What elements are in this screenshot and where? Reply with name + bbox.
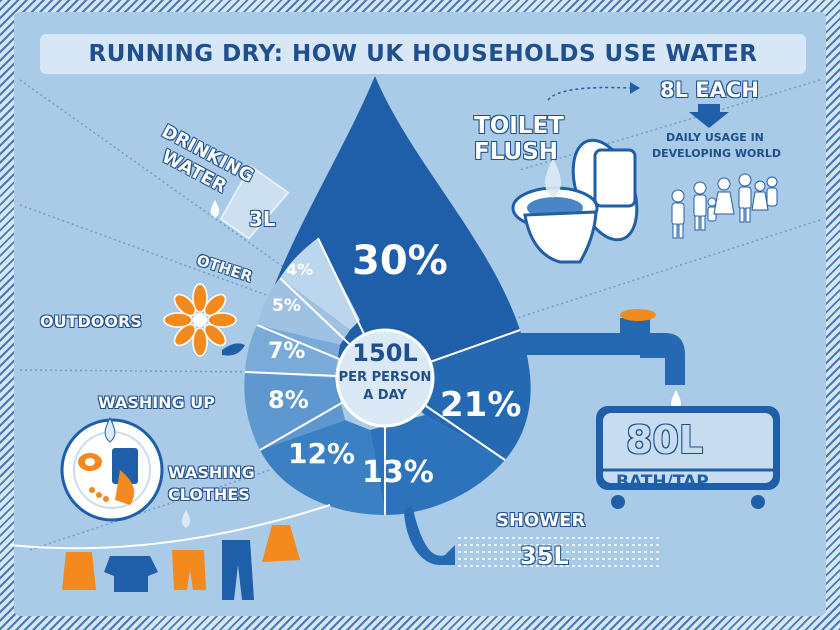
- shower-head: [404, 505, 455, 565]
- center-line1: PER PERSON: [338, 370, 432, 385]
- segment-drinking: [280, 238, 360, 330]
- clothes-icons: [62, 525, 300, 600]
- arrow-down-icon: [689, 104, 729, 128]
- toilet-icon: [511, 82, 640, 264]
- shower-spray: [458, 537, 660, 567]
- center-amount: 150L: [352, 339, 418, 367]
- percent-bath-tap: 21%: [440, 385, 522, 425]
- center-line2: A DAY: [363, 388, 407, 403]
- percent-washing-clothes: 12%: [288, 437, 356, 470]
- label-shower: SHOWER: [496, 510, 586, 531]
- label-bath-tap: BATH/TAP: [616, 472, 709, 492]
- percent-shower: 13%: [362, 455, 434, 490]
- label-toilet-line2: FLUSH: [474, 139, 559, 165]
- dishes-icon: [60, 416, 164, 522]
- label-bath-amount: 80L: [626, 418, 704, 462]
- label-drinking-amount: 3L: [249, 207, 276, 231]
- bathtub: [596, 406, 780, 509]
- percent-toilet: 30%: [352, 238, 448, 284]
- segment-other: [257, 278, 350, 345]
- washing-line: [9, 504, 331, 550]
- glass-icon: [219, 164, 290, 240]
- tap: [520, 309, 685, 412]
- flower-icon: [163, 283, 245, 357]
- segment-washing-up: [244, 372, 345, 450]
- label-shower-amount: 35L: [520, 542, 569, 570]
- label-washing-clothes-line1: WASHING: [168, 463, 255, 482]
- background-rays: [19, 79, 821, 551]
- percent-other: 5%: [272, 296, 301, 316]
- label-washing-clothes-line2: CLOTHES: [168, 485, 250, 504]
- percent-drinking: 4%: [286, 260, 314, 279]
- center-circle: [335, 328, 435, 428]
- percent-washing-up: 8%: [268, 386, 309, 414]
- label-washing-up: WASHING UP: [98, 393, 215, 412]
- segment-outdoors: [245, 325, 340, 378]
- percent-outdoors: 7%: [268, 339, 306, 364]
- water-drop: [244, 76, 531, 565]
- label-developing-line1: DAILY USAGE IN: [666, 131, 764, 144]
- title-banner: RUNNING DRY: HOW UK HOUSEHOLDS USE WATER: [40, 34, 806, 74]
- label-each-amount: 8L EACH: [660, 78, 759, 102]
- segment-washing-clothes: [260, 420, 385, 515]
- segment-bath-tap: [385, 330, 531, 460]
- page-title: RUNNING DRY: HOW UK HOUSEHOLDS USE WATER: [88, 41, 758, 67]
- label-toilet-line1: TOILET: [474, 113, 564, 139]
- water-drop-small-icon: [210, 200, 220, 218]
- label-developing-line2: DEVELOPING WORLD: [652, 147, 781, 160]
- segment-shower: [370, 415, 505, 515]
- label-outdoors: OUTDOORS: [40, 312, 142, 331]
- people-icons: [671, 173, 778, 239]
- water-drop-clothes-icon: [181, 510, 191, 528]
